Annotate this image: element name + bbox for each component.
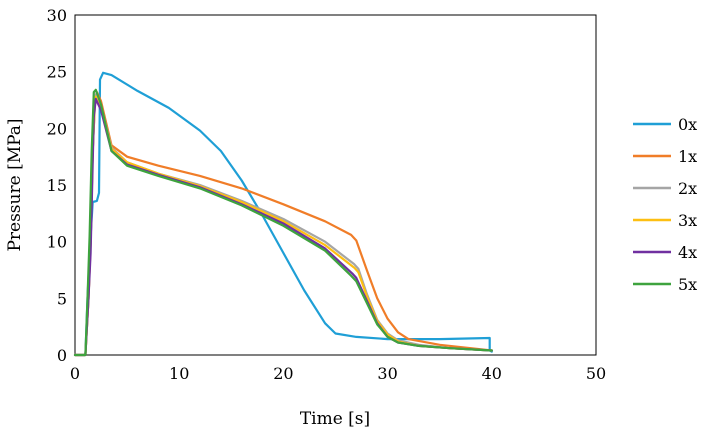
legend: 0x 1x 2x 3x 4x 5x xyxy=(633,115,697,294)
x-tick-label: 0 xyxy=(70,364,80,383)
x-tick-label: 30 xyxy=(377,364,397,383)
legend-label-3x: 3x xyxy=(678,211,697,230)
x-tick-label: 50 xyxy=(586,364,606,383)
y-tick-label: 0 xyxy=(57,346,67,365)
x-tick-label: 20 xyxy=(273,364,293,383)
series-layer xyxy=(73,71,493,357)
y-tick-label: 20 xyxy=(47,119,67,138)
plot-area-frame xyxy=(74,14,597,356)
x-tick-labels: 0 10 20 30 40 50 xyxy=(70,364,606,383)
y-tick-label: 25 xyxy=(47,63,67,82)
legend-label-4x: 4x xyxy=(678,243,697,262)
y-tick-label: 10 xyxy=(47,233,67,252)
y-tick-label: 30 xyxy=(47,6,67,25)
x-tick-label: 40 xyxy=(482,364,502,383)
legend-label-2x: 2x xyxy=(678,179,697,198)
y-tick-label: 15 xyxy=(47,176,67,195)
series-line-0x xyxy=(73,71,493,357)
x-tick-label: 10 xyxy=(169,364,189,383)
legend-label-5x: 5x xyxy=(678,275,697,294)
y-tick-labels: 0 5 10 15 20 25 30 xyxy=(47,6,67,365)
legend-label-1x: 1x xyxy=(678,147,697,166)
series-line-5x xyxy=(73,88,493,357)
y-tick-label: 5 xyxy=(57,289,67,308)
y-axis-title: Pressure [MPa] xyxy=(5,118,25,251)
legend-label-0x: 0x xyxy=(678,115,697,134)
x-axis-title: Time [s] xyxy=(300,409,370,429)
